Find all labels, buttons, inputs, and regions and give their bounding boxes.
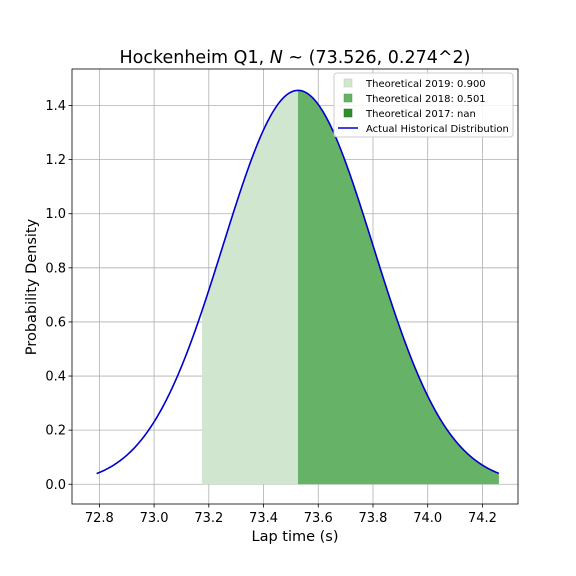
- legend-frame: [333, 72, 514, 138]
- x-tick-label: 74.2: [468, 511, 497, 526]
- fill-area-1: [298, 90, 499, 485]
- x-tick-label: 73.6: [304, 511, 333, 526]
- legend-label-2017: Theoretical 2017: nan: [365, 109, 476, 120]
- legend-label-2019: Theoretical 2019: 0.900: [365, 79, 486, 90]
- x-tick-label: 73.2: [194, 511, 223, 526]
- y-tick-label: 1.4: [45, 99, 66, 114]
- legend: Theoretical 2019: 0.900 Theoretical 2018…: [333, 72, 514, 138]
- x-tick-label: 73.0: [140, 511, 169, 526]
- legend-label-actual: Actual Historical Distribution: [366, 124, 509, 135]
- legend-swatch-2019: [343, 78, 353, 88]
- x-tick-label: 72.8: [85, 511, 114, 526]
- y-tick-label: 1.2: [45, 153, 66, 168]
- x-axis-label: Lap time (s): [251, 529, 338, 545]
- legend-label-2018: Theoretical 2018: 0.501: [365, 94, 486, 105]
- y-tick-label: 0.2: [45, 424, 66, 439]
- plot-frame: [71, 68, 519, 505]
- ticks: 72.8 73.0 73.2 73.4 73.6 73.8 74.0 74.2 0.0 0.2 0.…: [45, 99, 497, 526]
- y-tick-label: 0.8: [45, 261, 66, 276]
- fill-areas: [201, 90, 499, 485]
- chart-title: Hockenheim Q1, N ~ (73.526, 0.274^2): [119, 48, 470, 68]
- y-tick-label: 0.6: [45, 315, 66, 330]
- distribution-line-layer: [96, 89, 500, 475]
- y-tick-label: 1.0: [45, 207, 66, 222]
- legend-swatch-2018: [343, 93, 353, 103]
- distribution-line: [96, 89, 500, 475]
- x-tick-label: 73.8: [359, 511, 388, 526]
- y-tick-label: 0.4: [45, 370, 66, 385]
- legend-swatch-2017: [343, 108, 353, 118]
- y-tick-label: 0.0: [45, 478, 66, 493]
- y-axis-label: Probability Density: [24, 218, 40, 355]
- x-tick-label: 73.4: [249, 511, 278, 526]
- x-tick-label: 74.0: [413, 511, 442, 526]
